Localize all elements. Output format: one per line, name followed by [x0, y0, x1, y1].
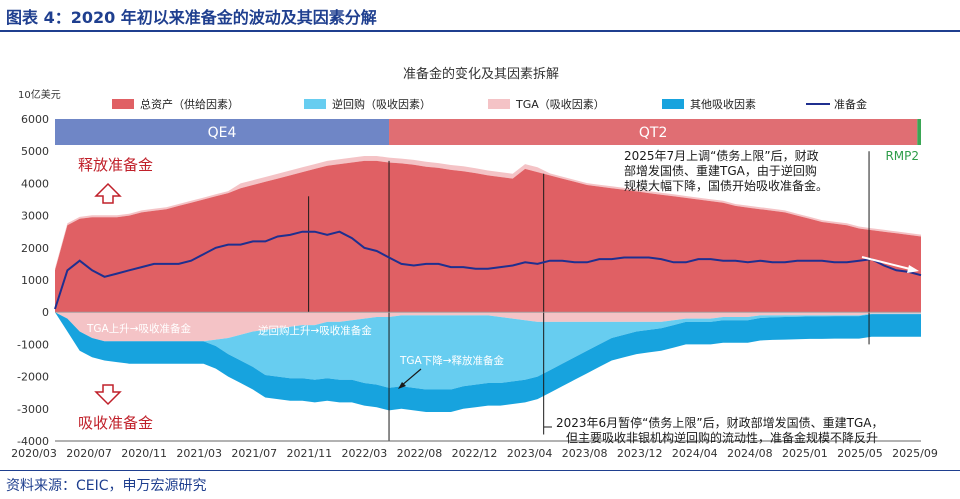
- x-axis: 2020/03 2020/07 2020/11 2021/03 2021/07 2021/…: [11, 440, 938, 460]
- legend-swatch-3: [662, 99, 684, 109]
- other-absorb-area: [55, 312, 921, 412]
- regime-bar: QE4 QT2 RMP2: [55, 119, 921, 163]
- x-tick-label: 2020/07: [66, 447, 112, 460]
- legend-label: 总资产（供给因素）: [140, 97, 239, 111]
- legend-label: 逆回购（吸收因素）: [332, 97, 431, 111]
- release-label: 释放准备金: [78, 156, 153, 174]
- x-tick-label: 2022/12: [452, 447, 498, 460]
- legend: 总资产（供给因素） 逆回购（吸收因素） TGA（吸收因素） 其他吸收因素 准备金: [112, 97, 867, 111]
- x-tick-label: 2025/09: [892, 447, 938, 460]
- x-tick-label: 2021/07: [231, 447, 277, 460]
- note-2023-line-2: 但主要吸收非银机构逆回购的流动性，准备金规模不降反升: [566, 430, 878, 445]
- y-tick-label: -2000: [17, 371, 49, 384]
- y-tick-label: 5000: [21, 145, 49, 158]
- y-tick-label: 2000: [21, 242, 49, 255]
- tga-down-arrow-icon: [400, 368, 422, 387]
- y-tick-label: 3000: [21, 210, 49, 223]
- stacked-areas: [55, 156, 921, 412]
- y-tick-label: -1000: [17, 338, 49, 351]
- release-arrow-icon: [94, 182, 122, 204]
- note-2023-line-1: 2023年6月暂停“债务上限”后，财政部增发国债、重建TGA，: [556, 415, 883, 430]
- y-tick-label: -4000: [17, 435, 49, 448]
- figure-title: 图表 4：2020 年初以来准备金的波动及其因素分解: [6, 8, 377, 27]
- bottom-rule: [0, 470, 960, 471]
- regime-label-qt2: QT2: [639, 125, 667, 141]
- x-tick-label: 2020/11: [121, 447, 167, 460]
- legend-label: 准备金: [834, 97, 867, 111]
- title-rule: [0, 30, 960, 32]
- legend-swatch-0: [112, 99, 134, 109]
- regime-band-rmp2: [917, 119, 921, 145]
- regime-label-qe4: QE4: [208, 125, 237, 141]
- regime-band-qt2: [389, 119, 918, 145]
- absorb-label: 吸收准备金: [78, 414, 153, 432]
- y-axis-unit: 10亿美元: [18, 88, 61, 101]
- reserve-decline-arrow-icon: [861, 256, 915, 271]
- note-2025-line-1: 2025年7月上调“债务上限”后，财政: [624, 148, 819, 163]
- y-tick-label: -3000: [17, 403, 49, 416]
- y-tick-label: 6000: [21, 113, 49, 126]
- x-tick-label: 2023/12: [617, 447, 663, 460]
- absorb-arrow-icon: [94, 384, 122, 406]
- x-tick-label: 2023/04: [507, 447, 553, 460]
- y-tick-label: 4000: [21, 177, 49, 190]
- x-tick-label: 2024/04: [672, 447, 718, 460]
- note-2025-line-3: 规模大幅下降，国债开始吸收准备金。: [624, 178, 828, 193]
- x-tick-label: 2023/08: [562, 447, 608, 460]
- reserves-line: [54, 230, 922, 310]
- legend-label: 其他吸收因素: [690, 97, 756, 111]
- x-tick-label: 2021/03: [176, 447, 222, 460]
- x-tick-label: 2022/08: [397, 447, 443, 460]
- tga-area: [55, 312, 921, 342]
- tga-down-label: TGA下降→释放准备金: [399, 354, 505, 367]
- reserves-line-group: [54, 230, 922, 310]
- regime-label-rmp2: RMP2: [885, 149, 919, 163]
- legend-label: TGA（吸收因素）: [515, 97, 605, 111]
- y-tick-label: 0: [42, 306, 49, 319]
- source-note: 资料来源：CEIC，申万宏源研究: [6, 478, 207, 494]
- reverse-repo-area: [55, 312, 921, 390]
- y-axis: -4000 -3000 -2000 -1000 0 1000 2000 3000 4000 500…: [17, 113, 921, 448]
- regime-band-qe4: [55, 119, 390, 145]
- x-tick-label: 2021/11: [286, 447, 332, 460]
- x-tick-label: 2024/08: [727, 447, 773, 460]
- reserve-decline-arrowhead-icon: [907, 265, 919, 273]
- legend-swatch-1: [304, 99, 326, 109]
- total-assets-area: [55, 160, 921, 313]
- repo-up-label: 逆回购上升→吸收准备金: [258, 324, 372, 337]
- tga-down-arrowhead-icon: [398, 382, 406, 389]
- x-tick-label: 2025/05: [837, 447, 883, 460]
- x-tick-label: 2020/03: [11, 447, 57, 460]
- x-tick-label: 2025/01: [782, 447, 828, 460]
- legend-swatch-2: [488, 99, 510, 109]
- x-tick-label: 2022/03: [342, 447, 388, 460]
- chart-title: 准备金的变化及其因素拆解: [403, 66, 559, 82]
- note-2025-line-2: 部增发国债、重建TGA，由于逆回购: [624, 163, 817, 178]
- y-tick-label: 1000: [21, 274, 49, 287]
- tga-up-label: TGA上升→吸收准备金: [86, 322, 192, 335]
